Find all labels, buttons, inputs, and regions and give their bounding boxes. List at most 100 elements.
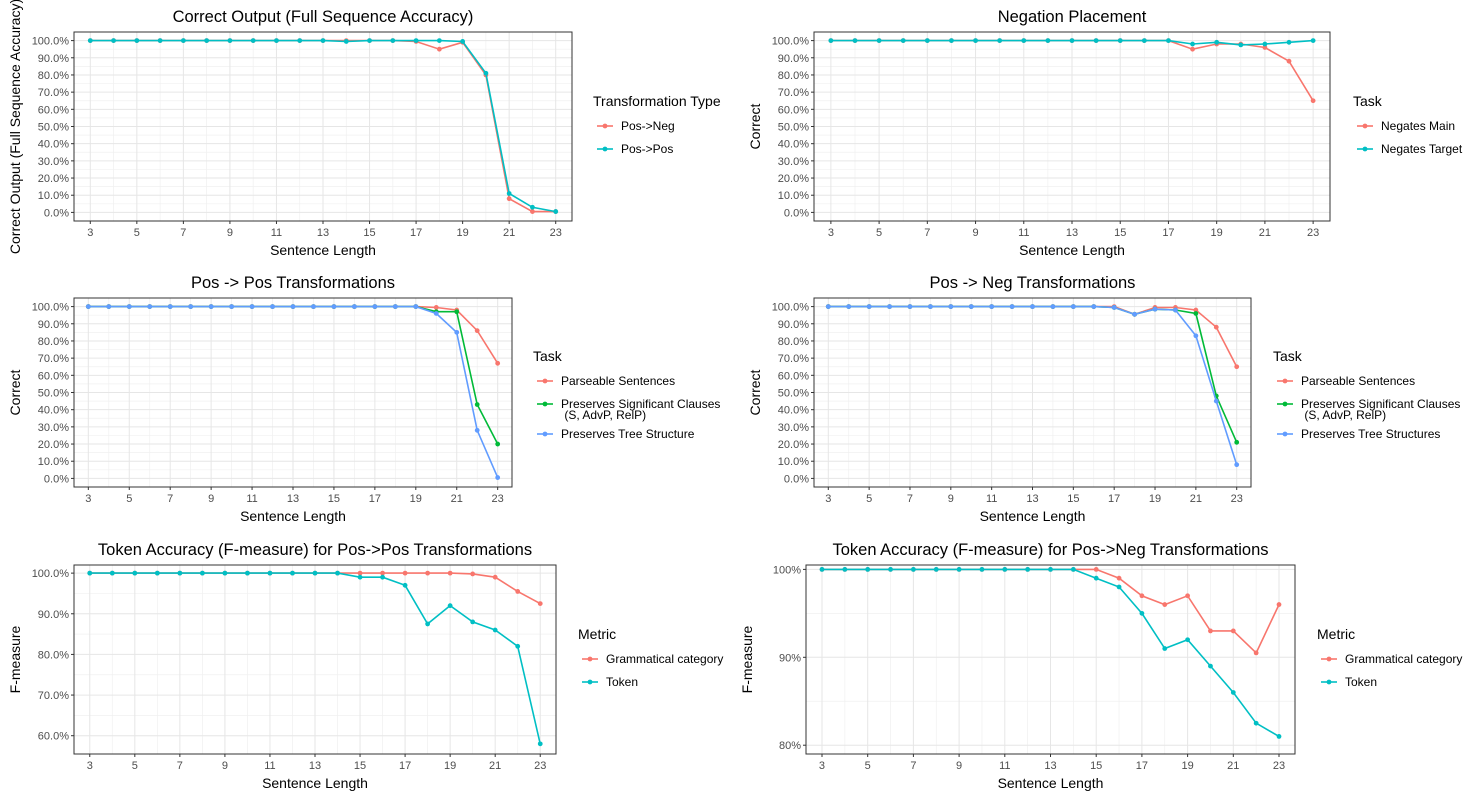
x-tick-label: 5 [865, 760, 871, 772]
legend-label-line: Pos->Pos [621, 142, 673, 156]
chart-p4: 3 5 7 9 11 13 15 17 19 21 23 0.0% 10.0% 20.0% 30.0% 40.… [747, 274, 1460, 524]
data-point [447, 570, 453, 576]
x-tick-label: 19 [410, 493, 422, 505]
panel-border [73, 297, 513, 488]
data-point [474, 328, 480, 334]
legend-label-line: Parseable Sentences [1301, 374, 1415, 388]
y-tick-label: 20.0% [38, 173, 69, 185]
data-point [1193, 311, 1199, 316]
data-point [1262, 45, 1268, 50]
data-point [1193, 333, 1199, 339]
data-point [474, 427, 480, 433]
y-tick-label: 90.0% [38, 53, 69, 65]
data-point [1111, 305, 1117, 310]
x-tick-label: 5 [126, 493, 132, 505]
data-point [413, 304, 419, 309]
data-point [320, 38, 326, 43]
data-point [1030, 304, 1035, 309]
x-tick-label: 11 [1018, 227, 1029, 239]
data-point [495, 360, 501, 366]
legend-label: Parseable Sentences [1301, 374, 1415, 388]
legend: Task Parseable Sentences Preserves Signifi… [533, 348, 720, 441]
x-tick-label: 19 [1149, 493, 1161, 505]
legend-label-line: Preserves Significant Clauses [1301, 397, 1460, 411]
chart-title: Pos -> Pos Transformations [191, 274, 395, 292]
y-tick-label: 30.0% [778, 422, 809, 434]
data-point [1152, 306, 1158, 312]
series-group [825, 304, 1240, 468]
x-tick-label: 11 [264, 760, 275, 772]
data-point [842, 566, 848, 572]
x-tick-label: 23 [550, 227, 562, 239]
data-point [357, 570, 363, 576]
x-tick-label: 11 [999, 760, 1010, 772]
y-tick-label: 10.0% [778, 456, 809, 468]
x-tick-label: 11 [271, 227, 282, 239]
data-point [474, 402, 480, 407]
x-tick-label: 7 [907, 493, 913, 505]
legend-label: Preserves Tree Structure [561, 427, 695, 441]
legend-title: Metric [1317, 626, 1355, 642]
series-group [828, 38, 1316, 104]
data-point [274, 38, 279, 43]
legend-label: Token [1345, 675, 1377, 689]
y-tick-label: 80.0% [38, 336, 69, 348]
data-point [1166, 38, 1171, 43]
data-point [147, 304, 153, 309]
data-point [865, 566, 871, 572]
data-point [927, 304, 933, 309]
data-point [425, 621, 431, 627]
y-tick-label: 50.0% [778, 388, 809, 400]
data-point [1213, 324, 1219, 330]
data-point [1185, 593, 1191, 599]
y-tick-label: 90.0% [38, 609, 69, 621]
data-point [1234, 364, 1240, 370]
data-point [1093, 38, 1099, 43]
y-tick-label: 60.0% [38, 370, 69, 382]
y-tick-label: 100.0% [32, 36, 70, 48]
y-tick-label: 30.0% [38, 422, 69, 434]
legend-label-line: Pos->Neg [621, 119, 675, 133]
data-point [506, 191, 512, 196]
data-point [506, 196, 512, 202]
x-tick-label: 17 [1136, 760, 1148, 772]
y-tick-label: 100.0% [772, 302, 810, 314]
legend-label: Parseable Sentences [561, 374, 675, 388]
chart-title: Token Accuracy (F-measure) for Pos->Neg … [832, 541, 1268, 559]
y-axis-label: F-measure [739, 625, 755, 693]
y-tick-label: 100.0% [772, 36, 810, 48]
data-point [177, 570, 183, 576]
x-tick-label: 19 [444, 760, 456, 772]
data-point [852, 38, 858, 43]
x-tick-label: 21 [1259, 227, 1271, 239]
y-tick-label: 70.0% [38, 353, 69, 365]
legend-label: Pos->Pos [621, 142, 673, 156]
data-point [948, 304, 954, 309]
legend-label-line: Preserves Significant Clauses [561, 397, 720, 411]
data-point [1116, 575, 1122, 581]
data-point [825, 304, 831, 309]
data-point [335, 570, 340, 576]
y-tick-label: 30.0% [38, 156, 69, 168]
x-axis-label: Sentence Length [998, 775, 1104, 791]
legend: Transformation Type Pos->Neg Pos->Pos [593, 93, 721, 156]
data-point [132, 570, 138, 576]
x-tick-label: 17 [410, 227, 422, 239]
data-point [492, 574, 498, 580]
legend-label-line: (S, AdvP, RelP) [561, 408, 646, 422]
data-point [1230, 690, 1236, 695]
x-axis-label: Sentence Length [1019, 242, 1125, 258]
data-point [106, 304, 112, 309]
y-tick-label: 40.0% [38, 405, 69, 417]
y-axis-label: Correct [747, 369, 763, 415]
data-point [1141, 38, 1147, 43]
x-tick-label: 13 [1026, 493, 1038, 505]
chart-title: Correct Output (Full Sequence Accuracy) [173, 8, 474, 26]
data-point [331, 304, 337, 309]
data-point [910, 566, 916, 572]
data-point [828, 38, 834, 43]
legend-key-point [542, 378, 548, 384]
data-point [553, 209, 559, 214]
data-point [87, 38, 93, 43]
data-point [973, 38, 978, 43]
